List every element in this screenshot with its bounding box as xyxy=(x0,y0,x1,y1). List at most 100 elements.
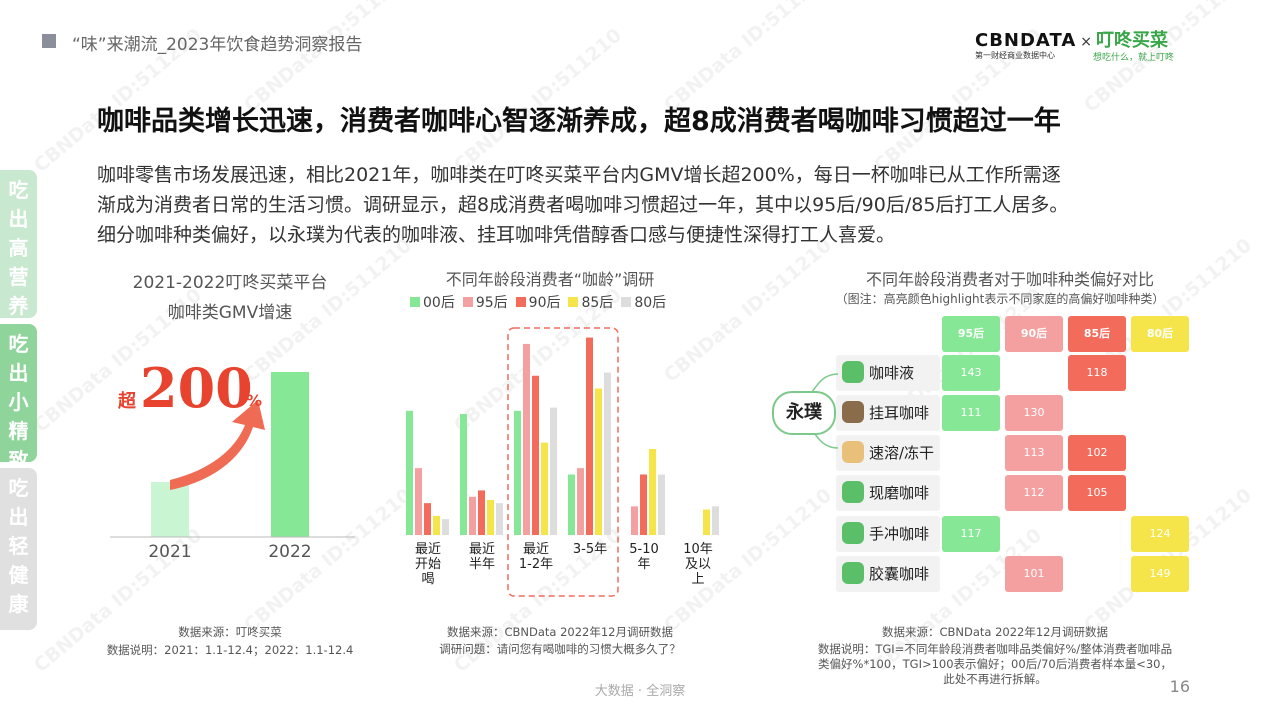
heatmap-row-label: 咖啡液 xyxy=(836,355,940,391)
heatmap-row-label: 胶囊咖啡 xyxy=(836,556,940,592)
highlight-box xyxy=(507,327,619,597)
x-tick-label: 2021 xyxy=(148,542,191,562)
heatmap-col-header: 80后 xyxy=(1131,316,1189,352)
heatmap-cell: 105 xyxy=(1068,475,1126,511)
sidebar-char: 吃 xyxy=(8,332,29,356)
coffee-liquid-icon xyxy=(842,361,864,383)
heatmap-cell: 111 xyxy=(942,395,1000,431)
chart3-subtitle: （图注：高亮颜色highlight表示不同家庭的高偏好咖啡种类） xyxy=(835,292,1165,306)
sidebar-char: 康 xyxy=(8,592,29,616)
sidebar-tab-refined[interactable]: 吃出小精致 xyxy=(0,324,37,472)
heatmap-cell: 117 xyxy=(942,516,1000,552)
sidebar-char: 小 xyxy=(8,390,29,414)
x-tick-label: 及以 xyxy=(685,557,711,572)
bar-95后 xyxy=(415,468,422,535)
body-line: 咖啡零售市场发展迅速，相比2021年，咖啡类在叮咚买菜平台内GMV增长超200%… xyxy=(97,164,1061,186)
heatmap-col-header: 85后 xyxy=(1068,316,1126,352)
bar-80后 xyxy=(658,474,665,535)
row-label-text: 手冲咖啡 xyxy=(869,525,930,543)
sidebar-char: 致 xyxy=(8,448,29,472)
sidebar-char: 吃 xyxy=(8,476,29,500)
bar-90后 xyxy=(586,337,593,535)
heatmap-row-label: 现磨咖啡 xyxy=(836,475,940,511)
bar-80后 xyxy=(496,503,503,535)
chart1-note: 数据说明：2021：1.1-12.4；2022：1.1-12.4 xyxy=(106,643,354,657)
sidebar-char: 健 xyxy=(8,563,29,587)
bar-95后 xyxy=(577,468,584,535)
gmv-growth-chart: 2021 2022 超 200% xyxy=(110,356,355,562)
bar-80后 xyxy=(604,372,611,535)
bar-90后 xyxy=(640,474,647,535)
growth-prefix: 超 xyxy=(118,390,137,412)
bar-80后 xyxy=(712,506,719,535)
x-tick-label: 最近 xyxy=(469,542,495,557)
growth-value: 200 xyxy=(140,356,253,420)
legend-label: 90后 xyxy=(528,295,561,311)
heatmap-cell: 149 xyxy=(1131,556,1189,592)
cbndata-logo: CBNDATA xyxy=(975,30,1077,51)
heatmap-cell: 113 xyxy=(1005,435,1063,471)
gmv-bar-2021 xyxy=(151,482,189,537)
bar-85后 xyxy=(649,449,656,535)
bar-00后 xyxy=(568,474,575,535)
heatmap-row-label: 手冲咖啡 xyxy=(836,516,940,552)
legend-swatch xyxy=(568,297,579,307)
legend-swatch xyxy=(462,297,473,307)
heatmap-col-header: 90后 xyxy=(1005,316,1063,352)
chart2-source: 数据来源：CBNData 2022年12月调研数据 xyxy=(446,625,674,639)
sidebar-char: 吃 xyxy=(8,178,29,202)
page-body: 咖啡零售市场发展迅速，相比2021年，咖啡类在叮咚买菜平台内GMV增长超200%… xyxy=(97,160,1207,250)
heatmap-cell: 101 xyxy=(1005,556,1063,592)
chart2-legend: 00后 95后 90后 85后 80后 xyxy=(402,292,722,312)
x-tick-label: 5-10 xyxy=(629,542,659,557)
row-label-text: 速溶/冻干 xyxy=(869,444,935,462)
bar-85后 xyxy=(541,442,548,535)
chart2-note: 调研问题：请问您有喝咖啡的习惯大概多久了？ xyxy=(439,642,681,656)
bar-85后 xyxy=(703,509,710,535)
heatmap-cell: 130 xyxy=(1005,395,1063,431)
capsule-icon xyxy=(842,562,864,584)
cbndata-sub: 第一财经商业数据中心 xyxy=(975,51,1055,60)
report-title: “味”来潮流_2023年饮食趋势洞察报告 xyxy=(72,35,363,55)
x-tick-label: 10年 xyxy=(683,542,713,557)
sidebar-tab-healthy[interactable]: 吃出轻健康 xyxy=(0,468,37,630)
sidebar-char: 高 xyxy=(8,236,29,260)
chart1-title-line2: 咖啡类GMV增速 xyxy=(167,303,293,323)
bar-00后 xyxy=(514,410,521,535)
bar-85后 xyxy=(487,499,494,535)
heatmap-cell: 102 xyxy=(1068,435,1126,471)
x-tick-label: 年 xyxy=(637,557,650,572)
x-tick-label: 上 xyxy=(691,572,704,587)
bar-00后 xyxy=(460,413,467,535)
row-label-text: 咖啡液 xyxy=(869,364,915,382)
pour-over-icon xyxy=(842,522,864,544)
heatmap-cell: 118 xyxy=(1068,355,1126,391)
sidebar-char: 轻 xyxy=(8,534,29,558)
bar-95后 xyxy=(523,343,530,535)
bar-85后 xyxy=(595,388,602,535)
page-title: 咖啡品类增长迅速，消费者咖啡心智逐渐养成，超8成消费者喝咖啡习惯超过一年 xyxy=(97,106,1061,137)
x-tick-label: 2022 xyxy=(268,542,311,562)
heatmap-cell: 143 xyxy=(942,355,1000,391)
bar-00后 xyxy=(406,410,413,535)
footer-slogan: 大数据 · 全洞察 xyxy=(594,684,686,699)
sidebar-char: 养 xyxy=(8,294,29,318)
heatmap-col-header: 95后 xyxy=(942,316,1000,352)
legend-label: 95后 xyxy=(475,295,508,311)
bar-90后 xyxy=(424,503,431,535)
heatmap-cell: 124 xyxy=(1131,516,1189,552)
sidebar-tab-nutrition[interactable]: 吃出高营养 xyxy=(0,170,37,318)
growth-arrow-icon xyxy=(170,400,265,490)
row-label-text: 胶囊咖啡 xyxy=(869,565,930,583)
sidebar-char: 营 xyxy=(8,265,29,289)
chart1-title-line1: 2021-2022叮咚买菜平台 xyxy=(132,273,328,293)
sidebar-char: 出 xyxy=(8,361,29,385)
logo-times: × xyxy=(1080,34,1093,50)
legend-label: 80后 xyxy=(634,295,667,311)
body-line: 渐成为消费者日常的生活习惯。调研显示，超8成消费者喝咖啡习惯超过一年，其中以95… xyxy=(97,194,1069,216)
sidebar-char: 精 xyxy=(8,419,29,443)
chart3-title: 不同年龄段消费者对于咖啡种类偏好对比 xyxy=(865,270,1154,289)
chart2-title: 不同年龄段消费者“咖龄”调研 xyxy=(445,270,655,289)
chart3-note-line2: 类偏好%*100，TGI>100表示偏好；00后/70后消费者样本量<30， xyxy=(818,657,1172,671)
